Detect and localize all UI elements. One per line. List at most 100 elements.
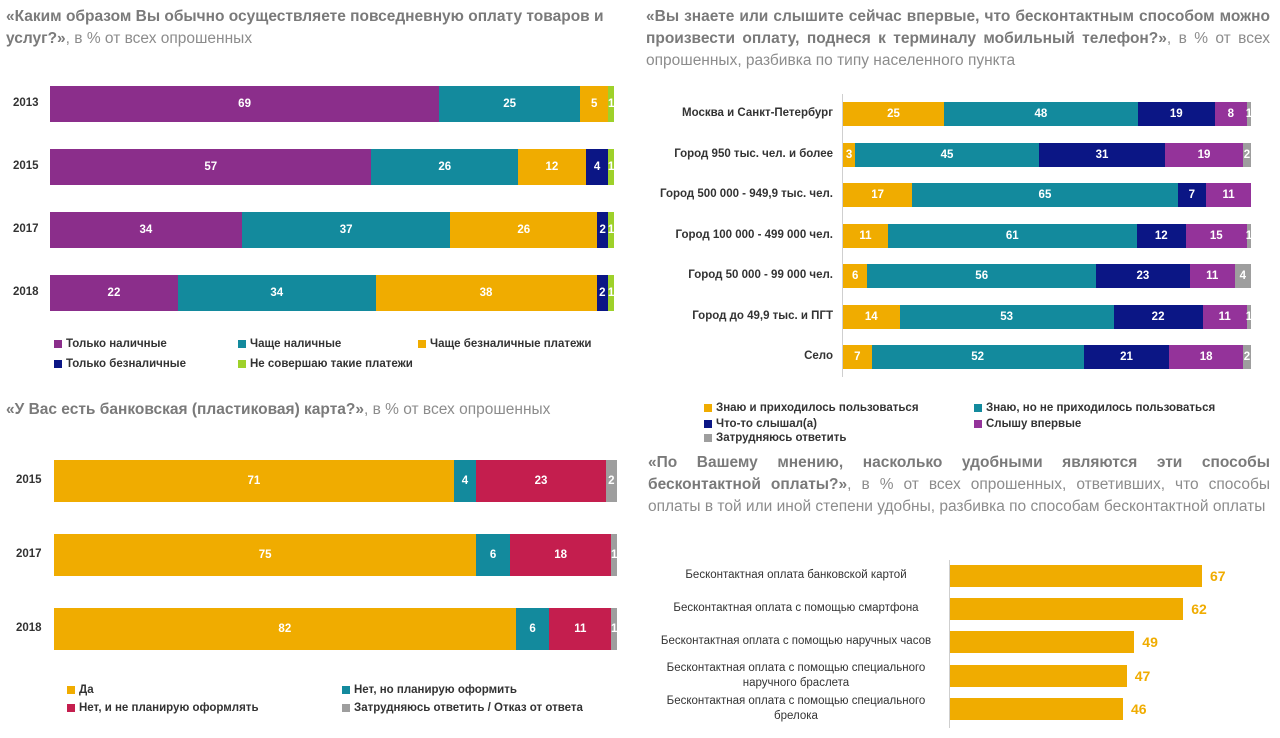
bar-value-label: 6 <box>529 623 536 635</box>
legend-label: Что-то слышал(а) <box>716 418 817 430</box>
bar-value-label: 5 <box>591 98 598 110</box>
legend-label: Знаю и приходилось пользоваться <box>716 402 919 414</box>
category-label: Бесконтактная оплата с помощью смартфона <box>673 602 919 615</box>
bar-segment: 1 <box>611 608 617 650</box>
legend-swatch <box>238 360 246 368</box>
bar-segment: 3 <box>843 142 856 167</box>
legend-swatch <box>342 686 350 694</box>
bar-row: 17 65 7 11 <box>843 183 1251 207</box>
bar-segment: 17 <box>843 183 913 207</box>
bar-value-label: 15 <box>1209 229 1223 242</box>
legend-item: Нет, но планирую оформить <box>342 684 517 696</box>
legend-swatch <box>54 340 62 348</box>
bar-value-label: 1 <box>607 224 615 236</box>
legend-label: Затрудняюсь ответить <box>716 432 847 444</box>
bar-segment: 14 <box>843 304 900 329</box>
bar-value-label: 8 <box>1227 108 1234 120</box>
bar-value-label: 26 <box>438 161 452 173</box>
card-title-rest: , в % от всех опрошенных <box>364 401 551 418</box>
payment-chart: 2013 69 25 5 1 2015 57 26 12 4 1 2017 34 37 26 2 1 2018 22… <box>0 78 630 328</box>
bar-value-label: 14 <box>864 310 878 323</box>
bar-segment: 1 <box>1246 223 1252 248</box>
bar-segment: 5 <box>580 86 609 122</box>
bar-segment: 26 <box>371 149 519 185</box>
bar-value-label: 18 <box>1199 351 1213 363</box>
bar-value-label: 2 <box>1243 351 1251 363</box>
bar-segment: 53 <box>899 304 1114 329</box>
bar-segment: 11 <box>1189 264 1235 288</box>
bar-segment: 31 <box>1038 142 1166 167</box>
bar-value-label: 57 <box>204 161 218 173</box>
bar-value-label: 82 <box>278 623 292 635</box>
bar-row: 14 53 22 11 1 <box>843 304 1252 329</box>
bar-value-label: 6 <box>489 549 497 561</box>
bar-segment: 11 <box>1206 183 1251 207</box>
bar-value-label: 11 <box>1218 310 1231 323</box>
bar-value-label: 11 <box>1222 189 1235 201</box>
bar-segment: 37 <box>241 212 451 248</box>
category-label: Город 500 000 - 949,9 тыс. чел. <box>660 188 833 200</box>
bar-segment: 1 <box>608 275 614 311</box>
legend-item: Только безналичные <box>54 358 186 370</box>
category-label: Город до 49,9 тыс. и ПГТ <box>692 309 833 322</box>
bar-row: 75 6 18 1 <box>54 534 617 576</box>
bar <box>950 664 1127 687</box>
bar-row: 7 52 21 18 2 <box>843 345 1251 369</box>
contactless-chart: Москва и Санкт-Петербург 25 48 19 8 1 Город 95… <box>640 94 1280 384</box>
legend-item: Нет, и не планирую оформлять <box>67 702 259 714</box>
bar <box>950 631 1135 654</box>
legend-swatch <box>54 360 62 368</box>
card-title-bold: «У Вас есть банковская (пластиковая) кар… <box>6 401 364 418</box>
bar-value-label: 3 <box>845 148 853 161</box>
legend-item: Знаю, но не приходилось пользоваться <box>974 402 1215 414</box>
legend-item: Только наличные <box>54 338 167 350</box>
bar-value-label: 69 <box>238 98 251 110</box>
category-label: 2017 <box>13 223 39 235</box>
legend-label: Нет, и не планирую оформлять <box>79 702 259 714</box>
bar-value-label: 45 <box>940 148 954 161</box>
bar-value-label: 25 <box>887 108 900 120</box>
bar-segment: 22 <box>50 275 178 311</box>
bar-value-label: 7 <box>1188 189 1196 201</box>
axis-line <box>842 94 843 377</box>
convenience-title: «По Вашему мнению, насколько удобными яв… <box>648 452 1270 518</box>
payment-legend: Только наличные Чаще наличные Чаще безнали… <box>0 336 630 380</box>
legend-swatch <box>704 404 712 412</box>
bar-value-label: 53 <box>1000 310 1013 323</box>
category-label: Город 100 000 - 499 000 чел. <box>675 228 834 241</box>
bar-segment: 18 <box>1169 345 1243 369</box>
contactless-title-bold: «Вы знаете или слышите сейчас впервые, ч… <box>646 8 1270 47</box>
category-label: 2017 <box>16 548 42 560</box>
bar-value-label: 23 <box>534 475 548 487</box>
bar-value-label: 6 <box>852 270 859 282</box>
bar-segment: 22 <box>1113 304 1203 329</box>
bar-row: 11 61 12 15 1 <box>843 223 1252 248</box>
legend-swatch <box>67 704 75 712</box>
bar-row: 69 25 5 1 <box>50 86 614 122</box>
legend-item: Знаю и приходилось пользоваться <box>704 402 919 414</box>
category-label: 2018 <box>13 286 39 298</box>
payment-title: «Каким образом Вы обычно осуществляете п… <box>6 6 634 50</box>
bar-segment: 7 <box>1177 183 1207 207</box>
bar-segment: 8 <box>1214 102 1247 126</box>
bar-segment: 19 <box>1137 102 1215 126</box>
category-label: 2018 <box>16 622 42 634</box>
bar-segment: 1 <box>1246 102 1252 126</box>
bar-segment: 23 <box>476 460 606 502</box>
bar-segment: 1 <box>608 86 614 122</box>
legend-label: Чаще наличные <box>250 338 342 350</box>
legend-item: Не совершаю такие платежи <box>238 358 413 370</box>
category-label: Город 50 000 - 99 000 чел. <box>688 269 833 281</box>
convenience-chart: Бесконтактная оплата банковской картой 67… <box>640 560 1280 730</box>
legend-label: Слышу впервые <box>986 418 1082 430</box>
bar-value-label: 2 <box>599 287 606 299</box>
bar-row: 6 56 23 11 4 <box>843 264 1251 288</box>
axis-line <box>949 560 950 728</box>
bar-segment: 65 <box>912 183 1178 207</box>
bar-segment: 56 <box>867 264 1096 288</box>
card-chart: 2015 71 4 23 2 2017 75 6 18 1 2018 82 6 11 1 <box>0 445 630 665</box>
bar-value-label: 1 <box>607 287 615 299</box>
bar-segment: 11 <box>549 608 612 650</box>
bar-segment: 15 <box>1185 223 1247 248</box>
bar-value-label: 17 <box>871 189 885 201</box>
